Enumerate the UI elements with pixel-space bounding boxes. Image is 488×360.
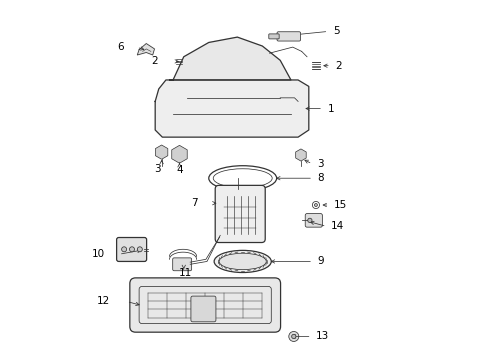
Circle shape [288,332,298,342]
Polygon shape [169,37,290,80]
FancyBboxPatch shape [305,213,322,227]
Text: 11: 11 [179,268,192,278]
Circle shape [122,247,126,252]
FancyBboxPatch shape [268,34,279,39]
Text: 9: 9 [317,256,324,266]
Ellipse shape [214,250,271,273]
Text: 4: 4 [176,165,183,175]
Polygon shape [295,149,305,161]
Polygon shape [137,44,154,55]
FancyBboxPatch shape [130,278,280,332]
Polygon shape [155,80,308,137]
Text: 2: 2 [335,61,341,71]
FancyBboxPatch shape [172,258,191,271]
FancyBboxPatch shape [276,32,300,41]
Text: 7: 7 [190,198,197,208]
Text: 1: 1 [326,104,333,113]
FancyBboxPatch shape [215,185,264,243]
Text: 10: 10 [91,249,104,259]
Text: 15: 15 [333,200,346,210]
Polygon shape [155,145,167,159]
Text: 3: 3 [316,159,323,169]
Ellipse shape [219,253,266,270]
Text: 3: 3 [153,164,160,174]
Polygon shape [171,145,187,163]
Text: 5: 5 [332,26,339,36]
Text: 6: 6 [117,42,123,52]
Circle shape [314,203,317,206]
Text: 12: 12 [97,296,110,306]
Circle shape [307,218,311,222]
Circle shape [291,334,295,339]
Text: 2: 2 [151,57,158,66]
Circle shape [129,247,134,252]
Text: 14: 14 [330,221,344,231]
Text: 13: 13 [315,332,328,342]
Text: 8: 8 [317,173,324,183]
Circle shape [137,247,142,252]
FancyBboxPatch shape [116,238,146,261]
FancyBboxPatch shape [190,296,216,322]
